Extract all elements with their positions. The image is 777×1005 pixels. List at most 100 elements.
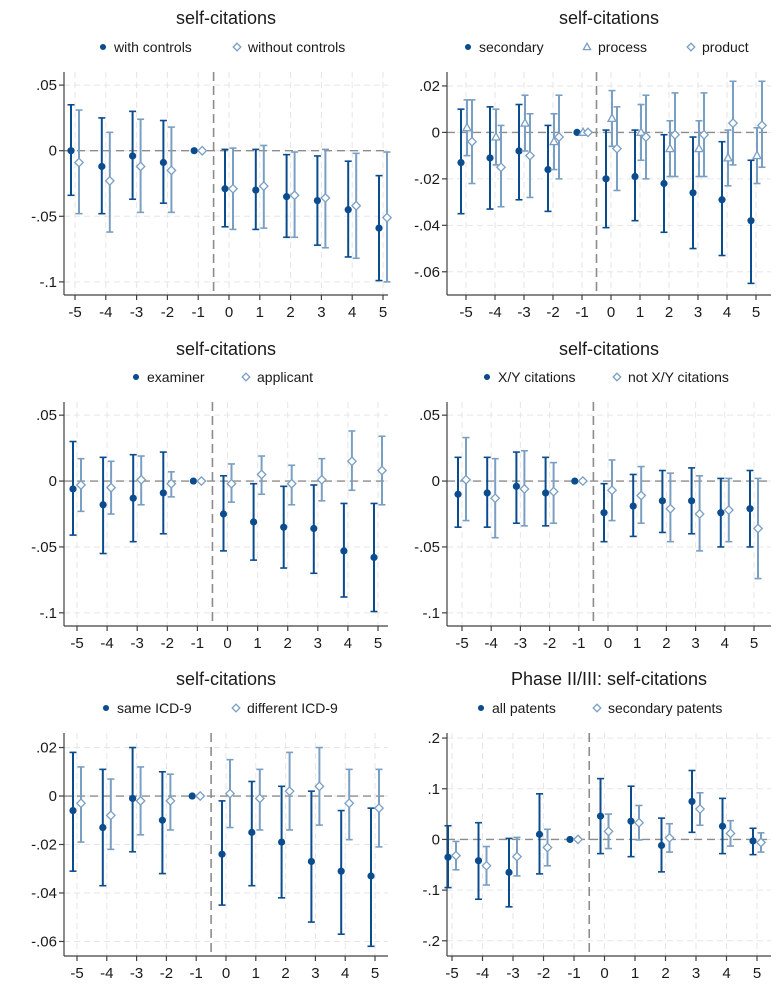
x-tick-label: 0	[225, 304, 233, 321]
data-point	[159, 489, 167, 497]
series-with-controls	[67, 103, 383, 282]
x-tick-label: -2	[161, 635, 174, 652]
data-point	[370, 553, 378, 562]
data-point	[688, 497, 696, 505]
series-examiner	[69, 440, 378, 613]
series-secondary-patents	[450, 792, 767, 886]
legend-marker	[592, 703, 602, 713]
data-point	[461, 122, 473, 132]
data-point	[376, 465, 388, 476]
data-point	[698, 129, 710, 140]
y-tick-label: 0	[49, 473, 57, 490]
data-point	[286, 478, 297, 489]
data-point	[367, 872, 375, 880]
y-tick-label: -.1	[422, 605, 440, 622]
chart-title: self-citations	[559, 339, 659, 359]
y-tick-label: -.05	[31, 539, 57, 556]
x-tick-label: 1	[633, 635, 641, 652]
y-tick-label: -.04	[414, 217, 440, 234]
data-point	[67, 147, 75, 155]
legend-label: with controls	[113, 39, 192, 55]
x-tick-label: -1	[191, 635, 204, 652]
x-tick-label: 5	[753, 965, 761, 982]
x-tick-label: 1	[631, 965, 639, 982]
legend-entry: X/Y citations	[483, 369, 576, 385]
data-point	[135, 795, 146, 806]
x-tick-label: 4	[344, 635, 352, 652]
data-point	[316, 474, 327, 485]
data-point	[688, 797, 696, 806]
data-point	[573, 128, 581, 136]
x-tick-label: -1	[567, 965, 580, 982]
data-point	[289, 190, 300, 201]
data-point	[197, 145, 208, 156]
data-point	[722, 152, 734, 162]
x-tick-label: 3	[694, 304, 702, 321]
x-tick-label: -1	[575, 304, 588, 321]
data-point	[725, 828, 736, 839]
data-point	[658, 497, 667, 505]
legend-marker	[477, 704, 485, 712]
x-tick-label: 4	[348, 304, 356, 321]
data-point	[727, 117, 739, 129]
data-point	[542, 842, 553, 853]
data-point	[631, 172, 639, 181]
data-point	[640, 131, 652, 143]
data-point	[337, 867, 345, 875]
y-tick-label: -.02	[31, 837, 57, 854]
data-point	[512, 482, 521, 490]
x-tick-label: 3	[691, 635, 699, 652]
data-point	[256, 469, 267, 480]
data-point	[669, 129, 681, 140]
x-tick-label: -5	[455, 635, 468, 652]
data-point	[73, 157, 85, 168]
x-tick-label: -3	[514, 635, 527, 652]
data-point	[553, 131, 565, 143]
data-point	[344, 798, 355, 809]
series-secondary	[457, 103, 755, 285]
data-point	[636, 490, 647, 501]
series-all-patents	[444, 769, 757, 908]
data-point	[718, 822, 727, 830]
legend-entry: applicant	[241, 369, 313, 385]
y-tick-label: -.02	[414, 171, 440, 188]
data-point	[582, 127, 594, 138]
x-tick-label: 1	[253, 635, 261, 652]
x-tick-label: 1	[252, 965, 260, 982]
x-tick-label: -4	[485, 635, 498, 652]
series-not-x-y-citations	[460, 436, 764, 580]
y-tick-label: -.06	[31, 933, 57, 950]
data-point	[544, 165, 552, 174]
y-tick-label: 0	[432, 124, 440, 141]
x-tick-label: 5	[750, 635, 758, 652]
data-point	[611, 143, 623, 154]
data-point	[747, 217, 755, 225]
data-point	[548, 136, 560, 146]
data-point	[248, 828, 256, 836]
x-tick-label: -3	[131, 635, 144, 652]
y-tick-label: -.06	[414, 264, 440, 281]
x-tick-label: -2	[160, 965, 173, 982]
x-tick-label: 5	[374, 635, 382, 652]
data-point	[694, 803, 706, 815]
data-point	[665, 503, 676, 514]
legend-label: X/Y citations	[498, 369, 576, 385]
x-tick-label: -3	[130, 965, 143, 982]
x-tick-label: 2	[286, 304, 294, 321]
legend-marker	[464, 43, 472, 51]
legend-marker	[582, 41, 592, 51]
x-tick-label: -5	[445, 965, 458, 982]
data-point	[129, 794, 137, 803]
x-tick-label: -3	[130, 304, 143, 321]
chart-panel-5: self-citations same ICD-9 different ICD-9.…	[31, 669, 388, 982]
y-tick-label: -.2	[422, 933, 440, 950]
legend-label: secondary patents	[608, 700, 722, 716]
data-point	[454, 490, 462, 498]
data-point	[136, 474, 147, 485]
data-point	[189, 477, 197, 485]
x-tick-label: 0	[604, 635, 612, 652]
data-point	[600, 509, 608, 517]
legend-marker	[231, 703, 241, 713]
x-tick-label: 2	[284, 635, 292, 652]
